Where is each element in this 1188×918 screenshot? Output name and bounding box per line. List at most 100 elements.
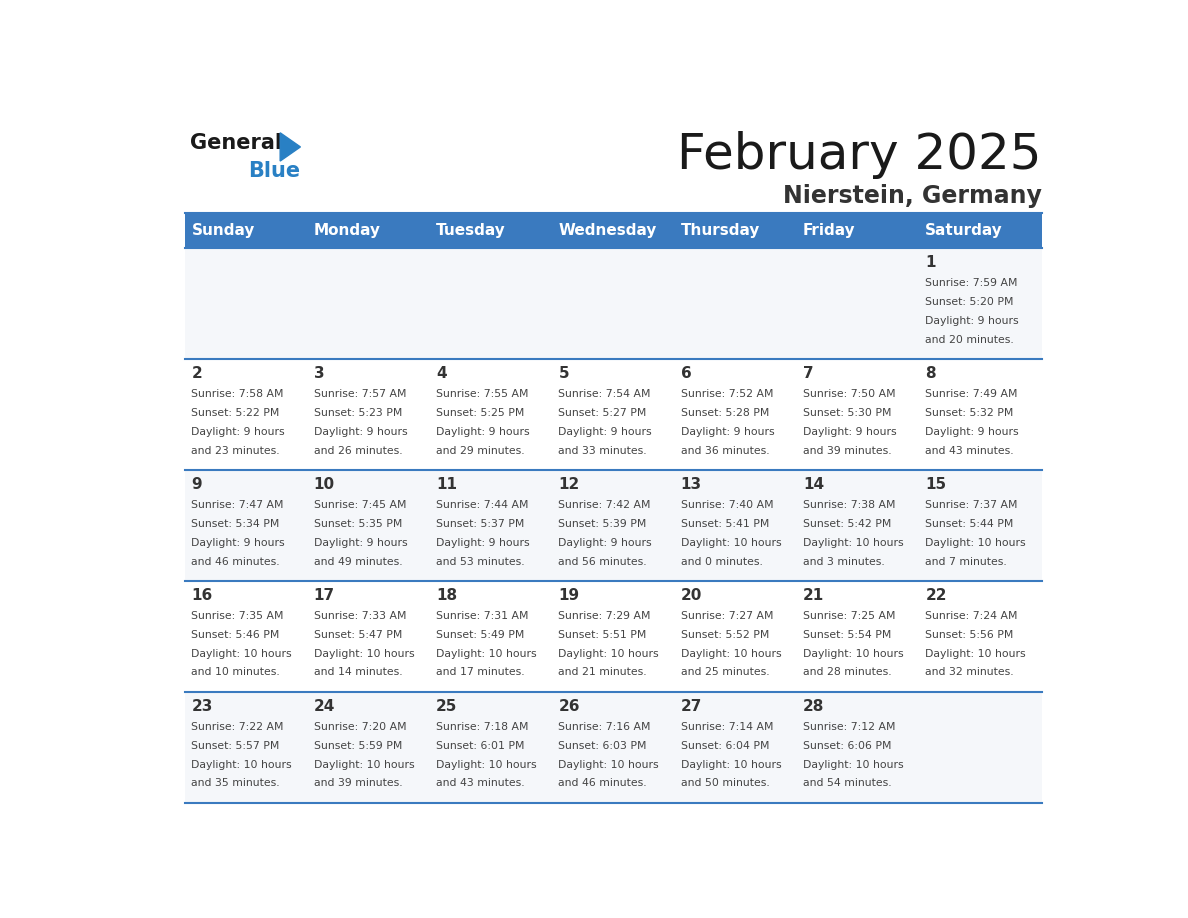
Text: Tuesday: Tuesday [436, 223, 506, 238]
Text: Sunset: 5:44 PM: Sunset: 5:44 PM [925, 519, 1013, 529]
Text: and 49 minutes.: and 49 minutes. [314, 556, 403, 566]
Text: Sunset: 5:39 PM: Sunset: 5:39 PM [558, 519, 646, 529]
Text: Sunrise: 7:27 AM: Sunrise: 7:27 AM [681, 610, 773, 621]
Bar [920, 213, 1042, 248]
Text: and 36 minutes.: and 36 minutes. [681, 445, 770, 455]
Bar [797, 581, 920, 692]
Text: Daylight: 10 hours: Daylight: 10 hours [314, 649, 415, 658]
Text: Sunrise: 7:45 AM: Sunrise: 7:45 AM [314, 500, 406, 509]
Text: Daylight: 10 hours: Daylight: 10 hours [681, 649, 782, 658]
Text: Sunset: 6:01 PM: Sunset: 6:01 PM [436, 741, 525, 751]
Text: and 21 minutes.: and 21 minutes. [558, 667, 647, 677]
Text: and 20 minutes.: and 20 minutes. [925, 334, 1015, 344]
Bar [308, 581, 430, 692]
Text: 9: 9 [191, 476, 202, 492]
Text: Sunrise: 7:59 AM: Sunrise: 7:59 AM [925, 278, 1018, 288]
Text: 21: 21 [803, 588, 824, 602]
Text: Daylight: 10 hours: Daylight: 10 hours [436, 759, 537, 769]
Bar [675, 470, 797, 581]
Text: 18: 18 [436, 588, 457, 602]
Text: Sunrise: 7:25 AM: Sunrise: 7:25 AM [803, 610, 896, 621]
Text: Sunrise: 7:54 AM: Sunrise: 7:54 AM [558, 389, 651, 399]
Bar [920, 692, 1042, 803]
Text: and 56 minutes.: and 56 minutes. [558, 556, 647, 566]
Text: Sunset: 5:20 PM: Sunset: 5:20 PM [925, 297, 1013, 307]
Text: Sunset: 5:54 PM: Sunset: 5:54 PM [803, 630, 891, 640]
Text: Sunrise: 7:49 AM: Sunrise: 7:49 AM [925, 389, 1018, 399]
Text: Sunset: 6:06 PM: Sunset: 6:06 PM [803, 741, 891, 751]
Text: and 25 minutes.: and 25 minutes. [681, 667, 770, 677]
Text: Sunset: 5:51 PM: Sunset: 5:51 PM [558, 630, 646, 640]
Text: Daylight: 10 hours: Daylight: 10 hours [191, 649, 292, 658]
Text: Sunrise: 7:42 AM: Sunrise: 7:42 AM [558, 500, 651, 509]
Text: Sunset: 5:34 PM: Sunset: 5:34 PM [191, 519, 280, 529]
Bar [920, 581, 1042, 692]
Text: Daylight: 9 hours: Daylight: 9 hours [191, 538, 285, 548]
Bar [185, 692, 308, 803]
Text: Daylight: 9 hours: Daylight: 9 hours [558, 538, 652, 548]
Text: Sunrise: 7:40 AM: Sunrise: 7:40 AM [681, 500, 773, 509]
Bar [185, 248, 308, 359]
Text: and 33 minutes.: and 33 minutes. [558, 445, 647, 455]
Bar [920, 359, 1042, 470]
Text: Daylight: 10 hours: Daylight: 10 hours [925, 538, 1026, 548]
Text: and 46 minutes.: and 46 minutes. [558, 778, 647, 789]
Text: Sunrise: 7:12 AM: Sunrise: 7:12 AM [803, 722, 896, 732]
Bar [552, 213, 675, 248]
Text: Sunrise: 7:16 AM: Sunrise: 7:16 AM [558, 722, 651, 732]
Text: Sunset: 5:56 PM: Sunset: 5:56 PM [925, 630, 1013, 640]
Bar [797, 248, 920, 359]
Text: Sunset: 5:28 PM: Sunset: 5:28 PM [681, 408, 769, 418]
Bar [675, 213, 797, 248]
Bar [797, 213, 920, 248]
Text: 1: 1 [925, 254, 936, 270]
Text: Sunrise: 7:47 AM: Sunrise: 7:47 AM [191, 500, 284, 509]
Text: Sunset: 5:27 PM: Sunset: 5:27 PM [558, 408, 646, 418]
Bar [430, 581, 552, 692]
Text: Daylight: 10 hours: Daylight: 10 hours [436, 649, 537, 658]
Text: Sunset: 5:35 PM: Sunset: 5:35 PM [314, 519, 403, 529]
Bar [308, 359, 430, 470]
Text: and 17 minutes.: and 17 minutes. [436, 667, 525, 677]
Text: Sunset: 5:32 PM: Sunset: 5:32 PM [925, 408, 1013, 418]
Text: 16: 16 [191, 588, 213, 602]
Bar [675, 359, 797, 470]
Text: Sunset: 5:46 PM: Sunset: 5:46 PM [191, 630, 280, 640]
Text: Sunday: Sunday [191, 223, 254, 238]
Bar [430, 248, 552, 359]
Bar [185, 213, 308, 248]
Text: Sunset: 5:25 PM: Sunset: 5:25 PM [436, 408, 524, 418]
Text: and 50 minutes.: and 50 minutes. [681, 778, 770, 789]
Text: Nierstein, Germany: Nierstein, Germany [783, 185, 1042, 208]
Text: Sunset: 5:30 PM: Sunset: 5:30 PM [803, 408, 891, 418]
Bar [308, 470, 430, 581]
Polygon shape [280, 133, 301, 161]
Text: 5: 5 [558, 365, 569, 381]
Text: Sunrise: 7:22 AM: Sunrise: 7:22 AM [191, 722, 284, 732]
Text: 15: 15 [925, 476, 947, 492]
Text: 11: 11 [436, 476, 457, 492]
Text: Daylight: 9 hours: Daylight: 9 hours [314, 538, 407, 548]
Text: Sunrise: 7:58 AM: Sunrise: 7:58 AM [191, 389, 284, 399]
Text: General: General [190, 133, 282, 152]
Bar [797, 470, 920, 581]
Bar [430, 359, 552, 470]
Bar [797, 359, 920, 470]
Bar [430, 470, 552, 581]
Text: and 39 minutes.: and 39 minutes. [803, 445, 892, 455]
Text: 19: 19 [558, 588, 580, 602]
Text: Sunrise: 7:50 AM: Sunrise: 7:50 AM [803, 389, 896, 399]
Text: 23: 23 [191, 699, 213, 713]
Text: Daylight: 9 hours: Daylight: 9 hours [925, 316, 1019, 326]
Text: and 43 minutes.: and 43 minutes. [925, 445, 1015, 455]
Text: Sunrise: 7:14 AM: Sunrise: 7:14 AM [681, 722, 773, 732]
Bar [308, 692, 430, 803]
Bar [675, 581, 797, 692]
Text: and 32 minutes.: and 32 minutes. [925, 667, 1015, 677]
Text: Daylight: 9 hours: Daylight: 9 hours [436, 538, 530, 548]
Text: and 35 minutes.: and 35 minutes. [191, 778, 280, 789]
Text: Friday: Friday [803, 223, 855, 238]
Bar [920, 248, 1042, 359]
Text: 7: 7 [803, 365, 814, 381]
Text: and 10 minutes.: and 10 minutes. [191, 667, 280, 677]
